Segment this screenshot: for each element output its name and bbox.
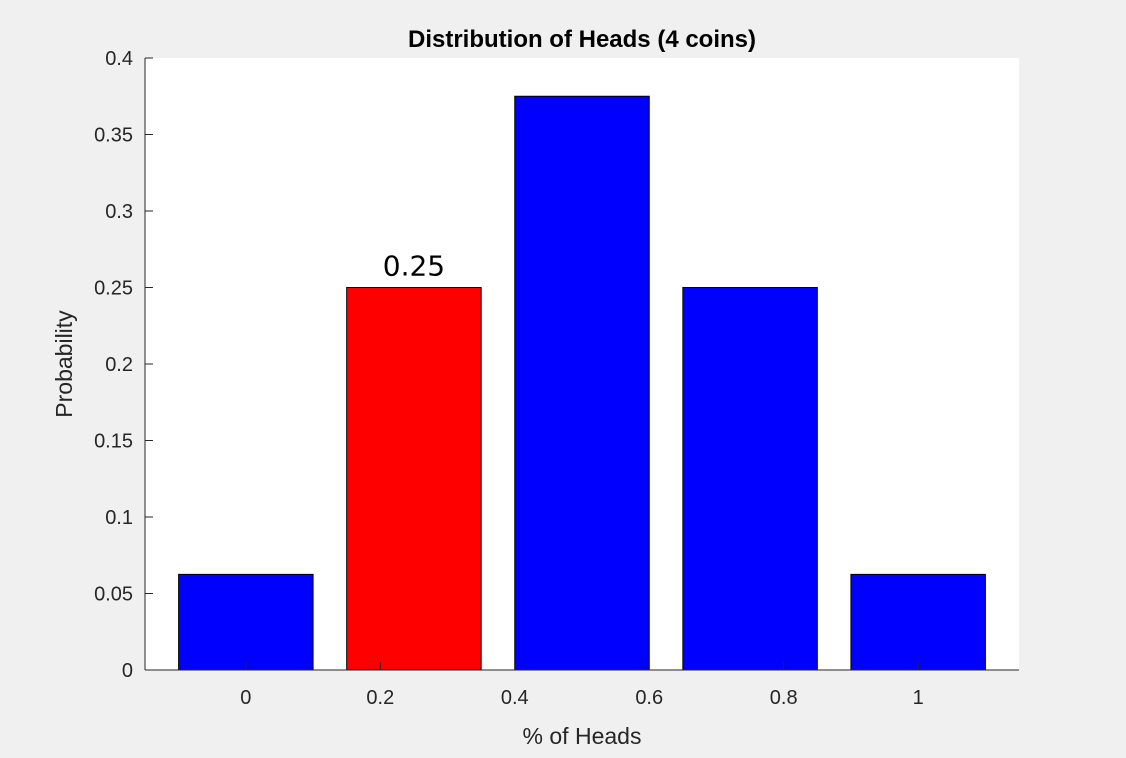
data-labels: 0.25 bbox=[383, 250, 445, 283]
bar-group bbox=[178, 95, 986, 671]
y-tick-label: 0.25 bbox=[94, 278, 133, 300]
bar-4 bbox=[850, 573, 986, 671]
y-tick-label: 0 bbox=[122, 660, 133, 682]
x-tick-label: 0 bbox=[240, 687, 251, 709]
x-tick-label: 0.4 bbox=[501, 687, 529, 709]
y-tick-labels: 0 0.05 0.1 0.15 0.2 0.25 0.3 0.35 0.4 bbox=[94, 48, 133, 682]
x-tick-label: 0.6 bbox=[635, 687, 663, 709]
y-tick-label: 0.4 bbox=[105, 48, 133, 70]
bar-0 bbox=[178, 573, 314, 671]
bar-2 bbox=[514, 95, 650, 671]
bar-3 bbox=[682, 287, 818, 671]
y-tick-label: 0.2 bbox=[105, 354, 133, 376]
x-axis-label: % of Heads bbox=[523, 723, 642, 749]
chart-title: Distribution of Heads (4 coins) bbox=[408, 26, 756, 53]
x-tick-labels: 0 0.2 0.4 0.6 0.8 1 bbox=[240, 687, 923, 709]
x-tick-label: 1 bbox=[913, 687, 924, 709]
data-label-bar-1: 0.25 bbox=[383, 250, 445, 283]
y-tick-label: 0.35 bbox=[94, 125, 133, 147]
axes bbox=[144, 57, 1019, 671]
y-tick-label: 0.1 bbox=[105, 507, 133, 529]
y-tick-label: 0.3 bbox=[105, 201, 133, 223]
y-axis-label: Probability bbox=[51, 310, 77, 418]
bar-1 bbox=[346, 287, 482, 671]
x-tick-label: 0.2 bbox=[366, 687, 394, 709]
y-tick-label: 0.05 bbox=[94, 584, 133, 606]
x-tick-label: 0.8 bbox=[770, 687, 798, 709]
y-tick-label: 0.15 bbox=[94, 431, 133, 453]
